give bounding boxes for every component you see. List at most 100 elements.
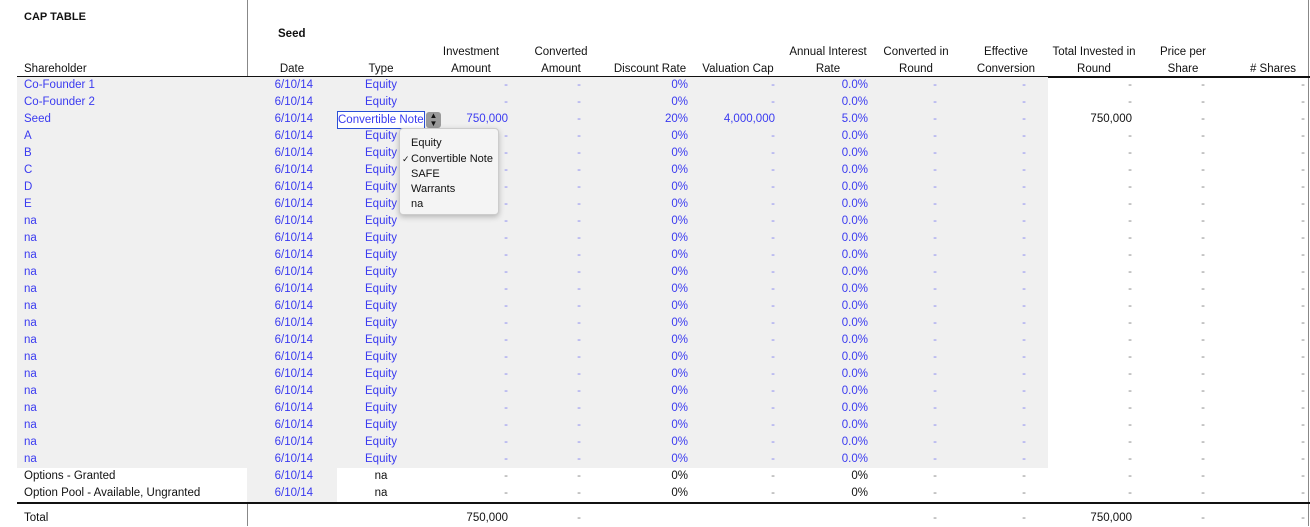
cell-shareholder[interactable]: na: [17, 349, 247, 366]
dropdown-stepper-icon[interactable]: ▲ ▼: [426, 112, 441, 128]
cell-investment[interactable]: -: [425, 230, 515, 247]
cell-converted[interactable]: -: [515, 145, 595, 162]
cell-converted-round[interactable]: -: [872, 349, 975, 366]
cell-converted-round[interactable]: -: [872, 400, 975, 417]
cell-cap[interactable]: -: [692, 264, 780, 281]
cell-converted[interactable]: -: [515, 196, 595, 213]
cell-interest[interactable]: 0.0%: [780, 264, 872, 281]
cell-type[interactable]: Equity: [337, 383, 425, 400]
cell-shareholder[interactable]: na: [17, 451, 247, 468]
cell-investment[interactable]: -: [425, 451, 515, 468]
cell-date[interactable]: 6/10/14: [247, 451, 337, 468]
cell-converted-round[interactable]: -: [872, 281, 975, 298]
cell-effective[interactable]: -: [975, 111, 1048, 128]
cell-date[interactable]: 6/10/14: [247, 434, 337, 451]
cell-shareholder[interactable]: Co-Founder 2: [17, 94, 247, 111]
cell-converted-round[interactable]: -: [872, 434, 975, 451]
cell-investment[interactable]: -: [425, 349, 515, 366]
cell-effective[interactable]: -: [975, 349, 1048, 366]
cell-effective[interactable]: -: [975, 298, 1048, 315]
cell-cap[interactable]: -: [692, 400, 780, 417]
cell-date[interactable]: 6/10/14: [247, 332, 337, 349]
cell-shareholder[interactable]: Co-Founder 1: [17, 77, 247, 94]
cell-interest[interactable]: 0.0%: [780, 349, 872, 366]
cell-type[interactable]: Equity: [337, 298, 425, 315]
cell-shareholder[interactable]: na: [17, 332, 247, 349]
cell-cap[interactable]: -: [692, 349, 780, 366]
cell-shareholder[interactable]: na: [17, 281, 247, 298]
cell-type[interactable]: Equity: [337, 349, 425, 366]
cell-converted-round[interactable]: -: [872, 145, 975, 162]
cell-converted-round[interactable]: -: [872, 230, 975, 247]
cell-investment[interactable]: -: [425, 400, 515, 417]
cell-effective[interactable]: -: [975, 417, 1048, 434]
cell-converted-round[interactable]: -: [872, 213, 975, 230]
cell-interest[interactable]: 0.0%: [780, 128, 872, 145]
cell-type[interactable]: Equity: [337, 451, 425, 468]
cell-cap[interactable]: -: [692, 434, 780, 451]
type-dropdown[interactable]: Convertible Note: [337, 111, 425, 129]
cell-interest[interactable]: 0.0%: [780, 383, 872, 400]
cell-discount[interactable]: 0%: [595, 128, 692, 145]
cell-effective[interactable]: -: [975, 264, 1048, 281]
cell-discount[interactable]: 0%: [595, 434, 692, 451]
cell-interest[interactable]: 0.0%: [780, 281, 872, 298]
cell-converted[interactable]: -: [515, 128, 595, 145]
cell-cap[interactable]: 4,000,000: [692, 111, 780, 128]
cell-converted-round[interactable]: -: [872, 247, 975, 264]
cell-converted-round[interactable]: -: [872, 383, 975, 400]
cell-investment[interactable]: -: [425, 213, 515, 230]
cell-date[interactable]: 6/10/14: [247, 400, 337, 417]
cell-investment[interactable]: -: [425, 417, 515, 434]
cell-shareholder[interactable]: na: [17, 230, 247, 247]
cell-investment[interactable]: 750,000: [425, 111, 515, 128]
cell-effective[interactable]: -: [975, 162, 1048, 179]
cell-date[interactable]: 6/10/14: [247, 315, 337, 332]
cell-date[interactable]: 6/10/14: [247, 247, 337, 264]
cell-interest[interactable]: 5.0%: [780, 111, 872, 128]
cell-date[interactable]: 6/10/14: [247, 162, 337, 179]
cell-type[interactable]: Equity: [337, 77, 425, 94]
cell-interest[interactable]: 0.0%: [780, 213, 872, 230]
cell-type[interactable]: Equity: [337, 400, 425, 417]
cell-interest[interactable]: 0.0%: [780, 298, 872, 315]
cell-converted[interactable]: -: [515, 298, 595, 315]
cell-type[interactable]: Equity: [337, 247, 425, 264]
menu-item-safe[interactable]: SAFE: [411, 168, 440, 180]
cell-interest[interactable]: 0.0%: [780, 145, 872, 162]
cell-investment[interactable]: -: [425, 247, 515, 264]
cell-effective[interactable]: -: [975, 230, 1048, 247]
cell-interest[interactable]: 0.0%: [780, 162, 872, 179]
cell-interest[interactable]: 0.0%: [780, 315, 872, 332]
cell-cap[interactable]: -: [692, 213, 780, 230]
cell-type[interactable]: Equity: [337, 417, 425, 434]
cell-shareholder[interactable]: na: [17, 400, 247, 417]
cell-converted[interactable]: -: [515, 417, 595, 434]
cell-discount[interactable]: 0%: [595, 417, 692, 434]
cell-date[interactable]: 6/10/14: [247, 145, 337, 162]
cell-interest[interactable]: 0.0%: [780, 434, 872, 451]
cell-effective[interactable]: -: [975, 332, 1048, 349]
cell-date[interactable]: 6/10/14: [247, 349, 337, 366]
cell-discount[interactable]: 20%: [595, 111, 692, 128]
cell-converted[interactable]: -: [515, 94, 595, 111]
cell-interest[interactable]: 0.0%: [780, 179, 872, 196]
cell-cap[interactable]: -: [692, 366, 780, 383]
cell-investment[interactable]: -: [425, 298, 515, 315]
cell-cap[interactable]: -: [692, 315, 780, 332]
cell-shareholder[interactable]: D: [17, 179, 247, 196]
cell-converted-round[interactable]: -: [872, 111, 975, 128]
cell-investment[interactable]: -: [425, 366, 515, 383]
cell-date[interactable]: 6/10/14: [247, 230, 337, 247]
cell-discount[interactable]: 0%: [595, 264, 692, 281]
cell-interest[interactable]: 0.0%: [780, 196, 872, 213]
cell-effective[interactable]: -: [975, 128, 1048, 145]
cell-discount[interactable]: 0%: [595, 247, 692, 264]
cell-converted-round[interactable]: -: [872, 196, 975, 213]
cell-effective[interactable]: -: [975, 366, 1048, 383]
menu-item-na[interactable]: na: [411, 198, 424, 210]
cell-date[interactable]: 6/10/14: [247, 281, 337, 298]
cell-type[interactable]: Equity: [337, 366, 425, 383]
cell-converted[interactable]: -: [515, 281, 595, 298]
cell-interest[interactable]: 0.0%: [780, 332, 872, 349]
